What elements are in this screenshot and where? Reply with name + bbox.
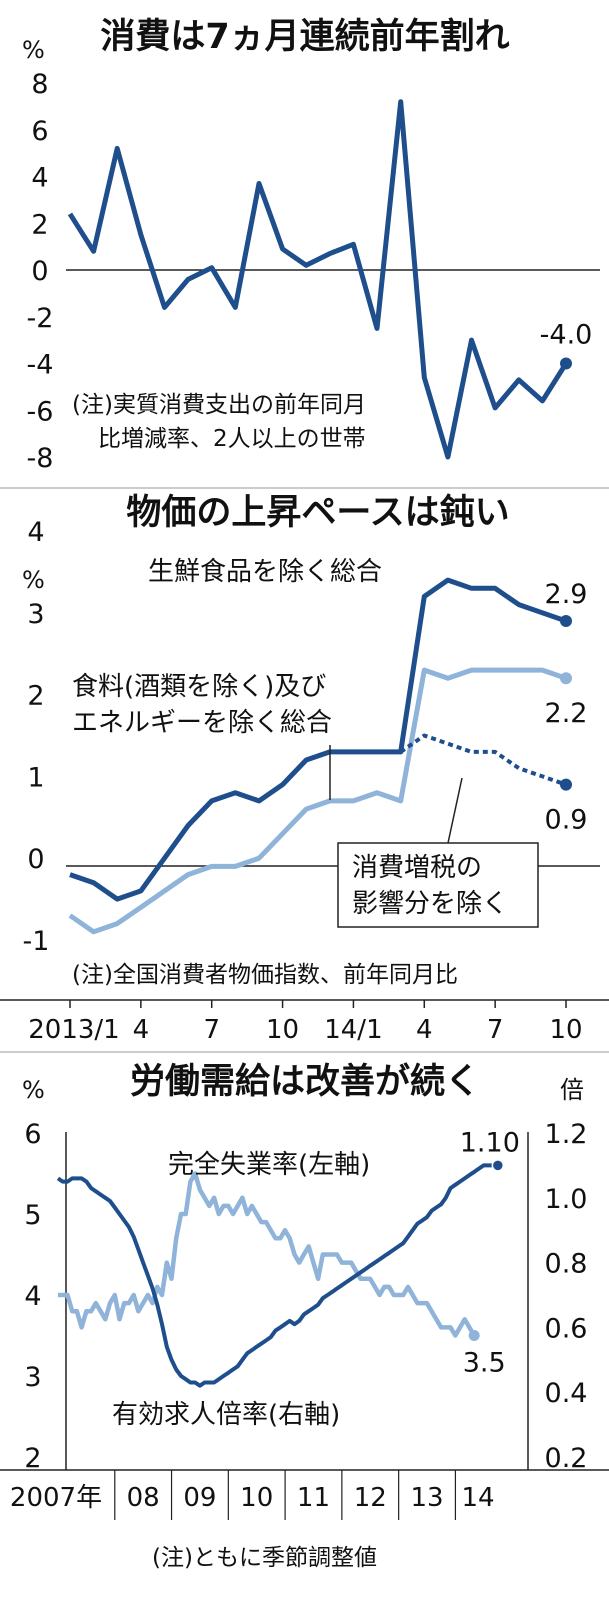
legend-core-core-line2: エネルギーを除く総合	[72, 708, 332, 738]
panel3-right-tick-label: 1.0	[545, 1184, 588, 1215]
panel3-x-tick-label: 13	[410, 1483, 443, 1513]
panel2-x-tick-label: 7	[487, 1015, 504, 1045]
panel2-x-tick-label: 2013/1	[28, 1015, 119, 1045]
job-offers-ratio-line	[56, 1163, 498, 1388]
unemployment-rate-end-label: 3.5	[463, 1348, 506, 1379]
panel1-note-line1: (注)実質消費支出の前年同月	[72, 392, 366, 418]
panel1-title: 消費は7ヵ月連続前年割れ	[100, 17, 509, 57]
panel2-title: 物価の上昇ペースは鈍い	[126, 493, 509, 533]
panel1-y-tick-label: 2	[31, 209, 48, 240]
job-offers-ratio-end-label: 1.10	[460, 1127, 520, 1158]
consumption-line	[67, 99, 569, 460]
panel3-x-tick-label: 09	[183, 1483, 216, 1513]
unemployment-rate-line	[58, 1171, 477, 1338]
callout-tax-line2: 影響分を除く	[352, 889, 508, 919]
panel3-note: (注)ともに季節調整値	[152, 1545, 377, 1571]
consumption-end-label: -4.0	[540, 320, 593, 351]
panel-consumption: 消費は7ヵ月連続前年割れ % 8 6 4 2 0 -2 -4 -6 -8 (注)実質消費支出の前…	[22, 17, 600, 474]
tax-adjusted-cpi-end-label: 0.9	[545, 805, 588, 836]
panel1-y-tick-label: -6	[27, 396, 54, 427]
panel2-x-tick-label: 10	[549, 1015, 582, 1045]
consumption-end-point	[560, 357, 572, 370]
panel1-unit: %	[22, 36, 45, 64]
panel3-left-tick-label: 6	[24, 1119, 41, 1150]
panel2-x-tick-label: 4	[416, 1015, 433, 1045]
panel2-x-tick-label: 14/1	[324, 1015, 382, 1045]
job-offers-ratio-end-point	[491, 1159, 505, 1172]
panel3-x-tick-label: 11	[297, 1483, 330, 1513]
panel3-right-tick-label: 0.4	[545, 1378, 588, 1409]
panel2-y-tick-label: -1	[23, 926, 50, 957]
panel1-y-tick-label: -8	[27, 443, 54, 474]
panel3-right-tick-label: 0.2	[545, 1443, 588, 1474]
panel3-left-tick-label: 2	[24, 1443, 41, 1474]
panel3-right-tick-label: 0.8	[545, 1249, 588, 1280]
panel3-left-tick-label: 3	[24, 1362, 41, 1393]
panel3-left-tick-label: 4	[24, 1281, 41, 1312]
panel2-unit: %	[22, 566, 45, 594]
panel2-y-tick-label: 1	[27, 762, 44, 793]
panel2-x-tick-label: 10	[266, 1015, 299, 1045]
panel1-y-tick-label: -4	[27, 350, 54, 381]
core-cpi-line	[69, 577, 567, 902]
legend-core-core-line1: 食料(酒類を除く)及び	[72, 672, 326, 702]
panel3-x-tick-label: 14	[461, 1483, 494, 1513]
core-core-cpi-end-point	[560, 672, 572, 685]
core-cpi-end-label: 2.9	[545, 579, 588, 610]
panel2-x-tick-label: 4	[133, 1015, 150, 1045]
panel2-y-tick-label: 4	[27, 517, 44, 548]
panel3-right-tick-label: 1.2	[545, 1119, 588, 1150]
panel3-x-tick-label: 10	[240, 1483, 273, 1513]
panel3-unit-left: %	[22, 1076, 45, 1104]
panel3-x-tick-label: 08	[127, 1483, 160, 1513]
panel2-y-tick-label: 0	[27, 844, 44, 875]
core-core-cpi-end-label: 2.2	[545, 698, 588, 729]
unemployment-rate-end-point	[468, 1330, 480, 1341]
panel2-y-axis: 4 3 2 1 0 -1	[23, 517, 50, 957]
panel1-series: -4.0	[67, 99, 593, 460]
legend-unemployment: 完全失業率(左軸)	[168, 1150, 370, 1180]
leader-tax	[447, 777, 463, 844]
panel1-y-tick-label: 6	[31, 116, 48, 147]
callout-tax-line1: 消費増税の	[352, 853, 482, 883]
panel3-left-tick-label: 5	[24, 1200, 41, 1231]
panel2-y-tick-label: 3	[27, 599, 44, 630]
legend-job-ratio: 有効求人倍率(右軸)	[112, 1400, 340, 1430]
panel1-y-axis: 8 6 4 2 0 -2 -4 -6 -8	[27, 69, 54, 474]
tax-adjusted-cpi-line	[399, 733, 567, 787]
panel1-y-tick-label: 8	[31, 69, 48, 100]
panel1-y-tick-label: -2	[27, 303, 54, 334]
panel3-right-tick-label: 0.6	[545, 1313, 588, 1344]
panel-labor: 労働需給は改善が続く % 倍 6 5 4 3 2 1.2 1.0 0.8 0.6 0.4 0.2 3…	[0, 1062, 609, 1571]
tax-adjusted-cpi-end-point	[560, 778, 572, 791]
panel3-unit-right: 倍	[560, 1076, 584, 1104]
panel3-y-axes: 6 5 4 3 2 1.2 1.0 0.8 0.6 0.4 0.2	[24, 1119, 587, 1474]
panel3-x-tick-label: 12	[354, 1483, 387, 1513]
panel3-x-tick-label: 2007年	[10, 1483, 102, 1513]
panel2-series: 2.9 2.2 0.9	[68, 577, 588, 935]
panel3-title: 労働需給は改善が続く	[130, 1062, 480, 1102]
legend-core-cpi: 生鮮食品を除く総合	[148, 557, 382, 587]
panel1-note-line2: 比増減率、2人以上の世帯	[98, 426, 366, 452]
panel2-x-axis: 2013/1 4 7 10 14/1 4 7 10	[28, 1000, 583, 1045]
callout-box-tax	[337, 842, 539, 928]
panel1-y-tick-label: 4	[31, 163, 48, 194]
panel2-note: (注)全国消費者物価指数、前年同月比	[72, 962, 458, 988]
core-cpi-end-point	[560, 614, 572, 627]
panel1-y-tick-label: 0	[31, 256, 48, 287]
panel3-x-axis: 2007年 08 09 10 11 12 13 14	[10, 1470, 495, 1520]
panel3-series: 3.5 1.10	[56, 1127, 520, 1388]
panel2-y-tick-label: 2	[27, 681, 44, 712]
core-core-cpi-line	[68, 667, 567, 935]
panel2-x-tick-label: 7	[203, 1015, 220, 1045]
